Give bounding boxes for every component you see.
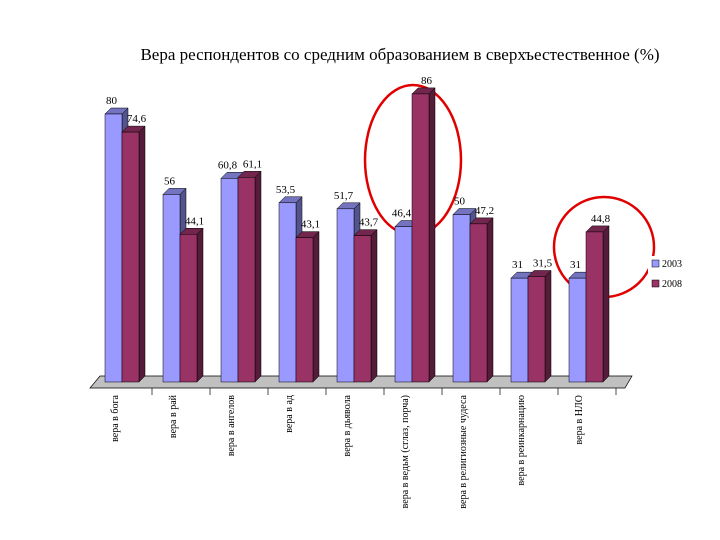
bar (162, 194, 181, 383)
bar (411, 93, 430, 383)
value-label: 60,8 (218, 159, 238, 171)
value-label: 44,8 (591, 213, 611, 225)
legend-swatch (651, 259, 660, 268)
legend-label: 2008 (662, 279, 682, 290)
bar-side (602, 225, 610, 383)
x-tick-label: вера в ангелов (226, 395, 237, 456)
value-label: 31,5 (533, 257, 553, 269)
bar (510, 277, 529, 383)
bar (394, 226, 413, 383)
value-label: 56 (164, 175, 176, 187)
value-label: 51,7 (334, 190, 354, 202)
value-label: 74,6 (127, 113, 147, 125)
bar (336, 208, 355, 383)
x-tick-label: вера в НЛО (574, 395, 585, 445)
value-label: 47,2 (475, 205, 494, 217)
bar (469, 223, 488, 383)
value-label: 31 (570, 259, 581, 271)
legend-label: 2003 (662, 259, 682, 270)
x-tick-label: вера в рай (168, 394, 179, 438)
bar (585, 231, 604, 383)
value-label: 53,5 (276, 184, 296, 196)
x-tick-label: вера в ад (284, 395, 295, 433)
value-label: 50 (454, 196, 466, 208)
bar (568, 277, 587, 383)
value-label: 61,1 (243, 158, 262, 170)
bar (353, 235, 372, 383)
bar-side (486, 217, 494, 383)
bar (527, 276, 546, 383)
bar-side (138, 125, 146, 383)
bar-side (254, 170, 262, 383)
bar (295, 237, 314, 383)
chart-title: Вера респондентов со средним образование… (140, 45, 659, 64)
bar-side (544, 269, 552, 383)
value-label: 43,1 (301, 219, 320, 231)
x-tick-label: вера в ведьм (сглаз, порча) (400, 395, 411, 508)
x-tick-label: вера в бога (110, 394, 121, 441)
value-label: 86 (421, 75, 433, 87)
x-tick-label: вера в религиозные чудеса (458, 394, 469, 508)
bar-side (370, 229, 378, 383)
bar (179, 234, 198, 383)
value-label: 80 (106, 95, 118, 107)
value-label: 46,4 (392, 208, 412, 220)
bar (121, 131, 140, 383)
legend: 2003 2008 (648, 256, 690, 296)
x-tick-label: вера в дьявола (342, 394, 353, 456)
bar (220, 178, 239, 383)
bar-side (196, 227, 204, 383)
x-tick-label: вера в реинкарнацию (516, 394, 527, 485)
value-label: 43,7 (359, 217, 379, 229)
legend-swatch (651, 279, 660, 288)
value-label: 31 (512, 259, 523, 271)
bar-side (428, 87, 436, 383)
bar (278, 202, 297, 383)
value-label: 44,1 (185, 215, 204, 227)
bar (104, 113, 123, 383)
bar (452, 214, 471, 383)
bar-side (312, 231, 320, 383)
bar (237, 177, 256, 383)
